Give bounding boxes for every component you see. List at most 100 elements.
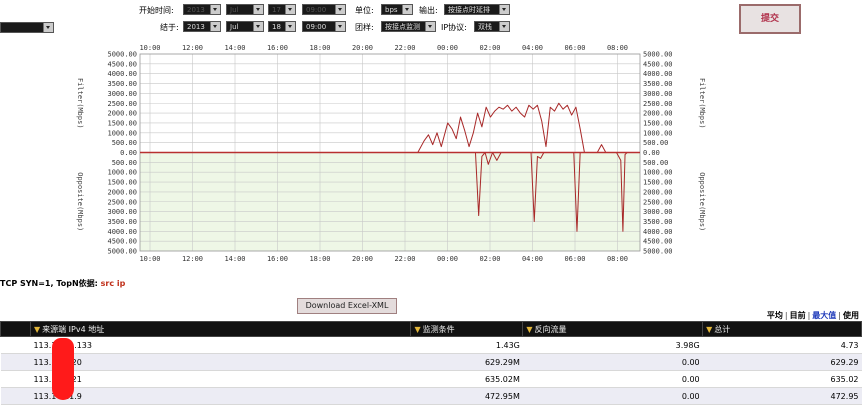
output-select[interactable]: 按接点时延排 [444, 4, 510, 15]
chevron-down-icon [402, 5, 412, 14]
cell-reverse: 3.98G [522, 336, 703, 354]
x-tick-label-top: 02:00 [479, 44, 500, 52]
start-time-value: 09:00 [306, 6, 327, 14]
column-header-source-ip[interactable]: ▼ 来源端 IPv4 地址 [29, 321, 412, 337]
y-tick-label-left: 3000.00 [107, 90, 137, 98]
y-axis-label-filter-right: Filter(Mbps) [698, 78, 706, 129]
column-header-total[interactable]: ▼ 总计 [702, 321, 862, 337]
x-tick-label-bottom: 00:00 [437, 255, 458, 263]
x-tick-label-top: 06:00 [564, 44, 585, 52]
column-header-reverse[interactable]: ▼ 反向流量 [522, 321, 704, 337]
y-tick-label-left: 4500.00 [107, 238, 137, 246]
chevron-down-icon [285, 22, 295, 31]
y-tick-label-left: 4000.00 [107, 228, 137, 236]
x-tick-label-bottom: 08:00 [607, 255, 628, 263]
ip-protocol-select[interactable]: 双栈 [474, 21, 510, 32]
filter-summary: TCP SYN=1, TopN依据: src ip [0, 278, 125, 289]
unit-value: bps [385, 6, 398, 14]
y-axis-label-opposite-left: Opposite(Mbps) [76, 172, 84, 231]
cell-total: 472.95 [702, 387, 862, 405]
unit-select[interactable]: bps [381, 4, 413, 15]
start-day-select[interactable]: 17 [268, 4, 296, 15]
cell-reverse: 0.00 [522, 387, 703, 405]
redaction-mark [52, 338, 74, 400]
start-time-select[interactable]: 09:00 [302, 4, 346, 15]
y-tick-label-right: 3000.00 [643, 208, 673, 216]
sort-max-link[interactable]: 最大值 [812, 311, 837, 320]
y-tick-label-left: 0.00 [120, 149, 137, 157]
y-tick-label-right: 4000.00 [643, 70, 673, 78]
chevron-down-icon [335, 5, 345, 14]
x-tick-label-top: 12:00 [182, 44, 203, 52]
y-tick-label-left: 2000.00 [107, 110, 137, 118]
y-tick-label-left: 3500.00 [107, 80, 137, 88]
query-form: 开始时间: 2013 Jul 17 09:00 结于: 2013 Jul 18 … [0, 0, 866, 40]
table-row[interactable]: 113.1···1.20 629.29M 0.00 629.29 [0, 353, 862, 371]
y-tick-label-right: 1500.00 [643, 179, 673, 187]
x-tick-label-top: 10:00 [139, 44, 160, 52]
start-year-select[interactable]: 2013 [183, 4, 221, 15]
filter-select[interactable]: 按接点监测 [381, 21, 436, 32]
start-year-value: 2013 [187, 6, 205, 14]
left-dropdown[interactable] [0, 22, 54, 33]
topn-label: TopN依据: [56, 279, 101, 288]
sort-usage-link[interactable]: 使用 [843, 311, 859, 320]
end-day-select[interactable]: 18 [268, 21, 296, 32]
y-tick-label-right: 1000.00 [643, 129, 673, 137]
table-row[interactable]: 113.1···21.9 472.95M 0.00 472.95 [0, 387, 862, 405]
cell-ip: 113.1···1.21 [30, 370, 411, 388]
y-tick-label-left: 500.00 [112, 159, 137, 167]
end-year-select[interactable]: 2013 [183, 21, 221, 32]
row-spacer [0, 353, 31, 371]
table-row[interactable]: 113.1···1.21 635.02M 0.00 635.02 [0, 370, 862, 388]
cell-condition: 472.95M [410, 387, 523, 405]
y-tick-label-left: 2500.00 [107, 100, 137, 108]
sort-average-link[interactable]: 平均 [766, 311, 783, 320]
filter-label: 团样: [355, 23, 374, 32]
y-tick-label-left: 4500.00 [107, 60, 137, 68]
row-spacer [0, 387, 31, 405]
y-tick-label-right: 5000.00 [643, 51, 673, 59]
x-tick-label-bottom: 06:00 [564, 255, 585, 263]
ip-protocol-label: IP协议: [441, 23, 467, 32]
y-tick-label-left: 5000.00 [107, 248, 137, 256]
chevron-down-icon [425, 22, 435, 31]
y-tick-label-left: 4000.00 [107, 70, 137, 78]
topn-value: src ip [100, 279, 126, 288]
y-tick-label-left: 500.00 [112, 139, 137, 147]
y-tick-label-right: 2500.00 [643, 198, 673, 206]
x-tick-label-top: 04:00 [522, 44, 543, 52]
table-row[interactable]: 113.1···21.133 1.43G 3.98G 4.73 [0, 336, 862, 354]
x-tick-label-top: 18:00 [309, 44, 330, 52]
end-month-select[interactable]: Jul [226, 21, 264, 32]
traffic-chart: 5000.00 5000.00 4500.00 4500.00 4000.00 4000.… [60, 40, 720, 272]
cell-reverse: 0.00 [522, 370, 703, 388]
column-header-condition[interactable]: ▼ 监测条件 [410, 321, 524, 337]
cell-ip: 113.1···1.20 [30, 353, 411, 371]
download-excel-button[interactable]: Download Excel-XML [297, 298, 397, 314]
start-month-select[interactable]: Jul [226, 4, 264, 15]
y-tick-label-left: 2000.00 [107, 188, 137, 196]
ip-protocol-value: 双栈 [478, 23, 492, 31]
column-header-label: 总计 [714, 324, 731, 334]
y-tick-label-right: 2000.00 [643, 188, 673, 196]
y-tick-label-left: 3000.00 [107, 208, 137, 216]
sort-current-link[interactable]: 目前 [789, 311, 806, 320]
y-tick-label-left: 5000.00 [107, 51, 137, 59]
submit-button[interactable]: 提交 [739, 4, 801, 34]
end-time-select[interactable]: 09:00 [302, 21, 346, 32]
table-header-row: ▼ 来源端 IPv4 地址 ▼ 监测条件 ▼ 反向流量 ▼ 总计 [0, 321, 862, 337]
y-tick-label-right: 1000.00 [643, 169, 673, 177]
y-tick-label-right: 1500.00 [643, 119, 673, 127]
y-tick-label-right: 500.00 [643, 159, 668, 167]
x-tick-label-bottom: 12:00 [182, 255, 203, 263]
y-tick-label-left: 1000.00 [107, 129, 137, 137]
sort-marker-icon: ▼ [526, 324, 533, 334]
y-tick-label-left: 1000.00 [107, 169, 137, 177]
sort-options: 平均 | 目前 | 最大值 | 使用 [767, 310, 859, 321]
cell-condition: 1.43G [410, 336, 523, 354]
chevron-down-icon [253, 22, 263, 31]
column-header-label: 反向流量 [534, 324, 567, 334]
y-tick-label-right: 4000.00 [643, 228, 673, 236]
chevron-down-icon [285, 5, 295, 14]
